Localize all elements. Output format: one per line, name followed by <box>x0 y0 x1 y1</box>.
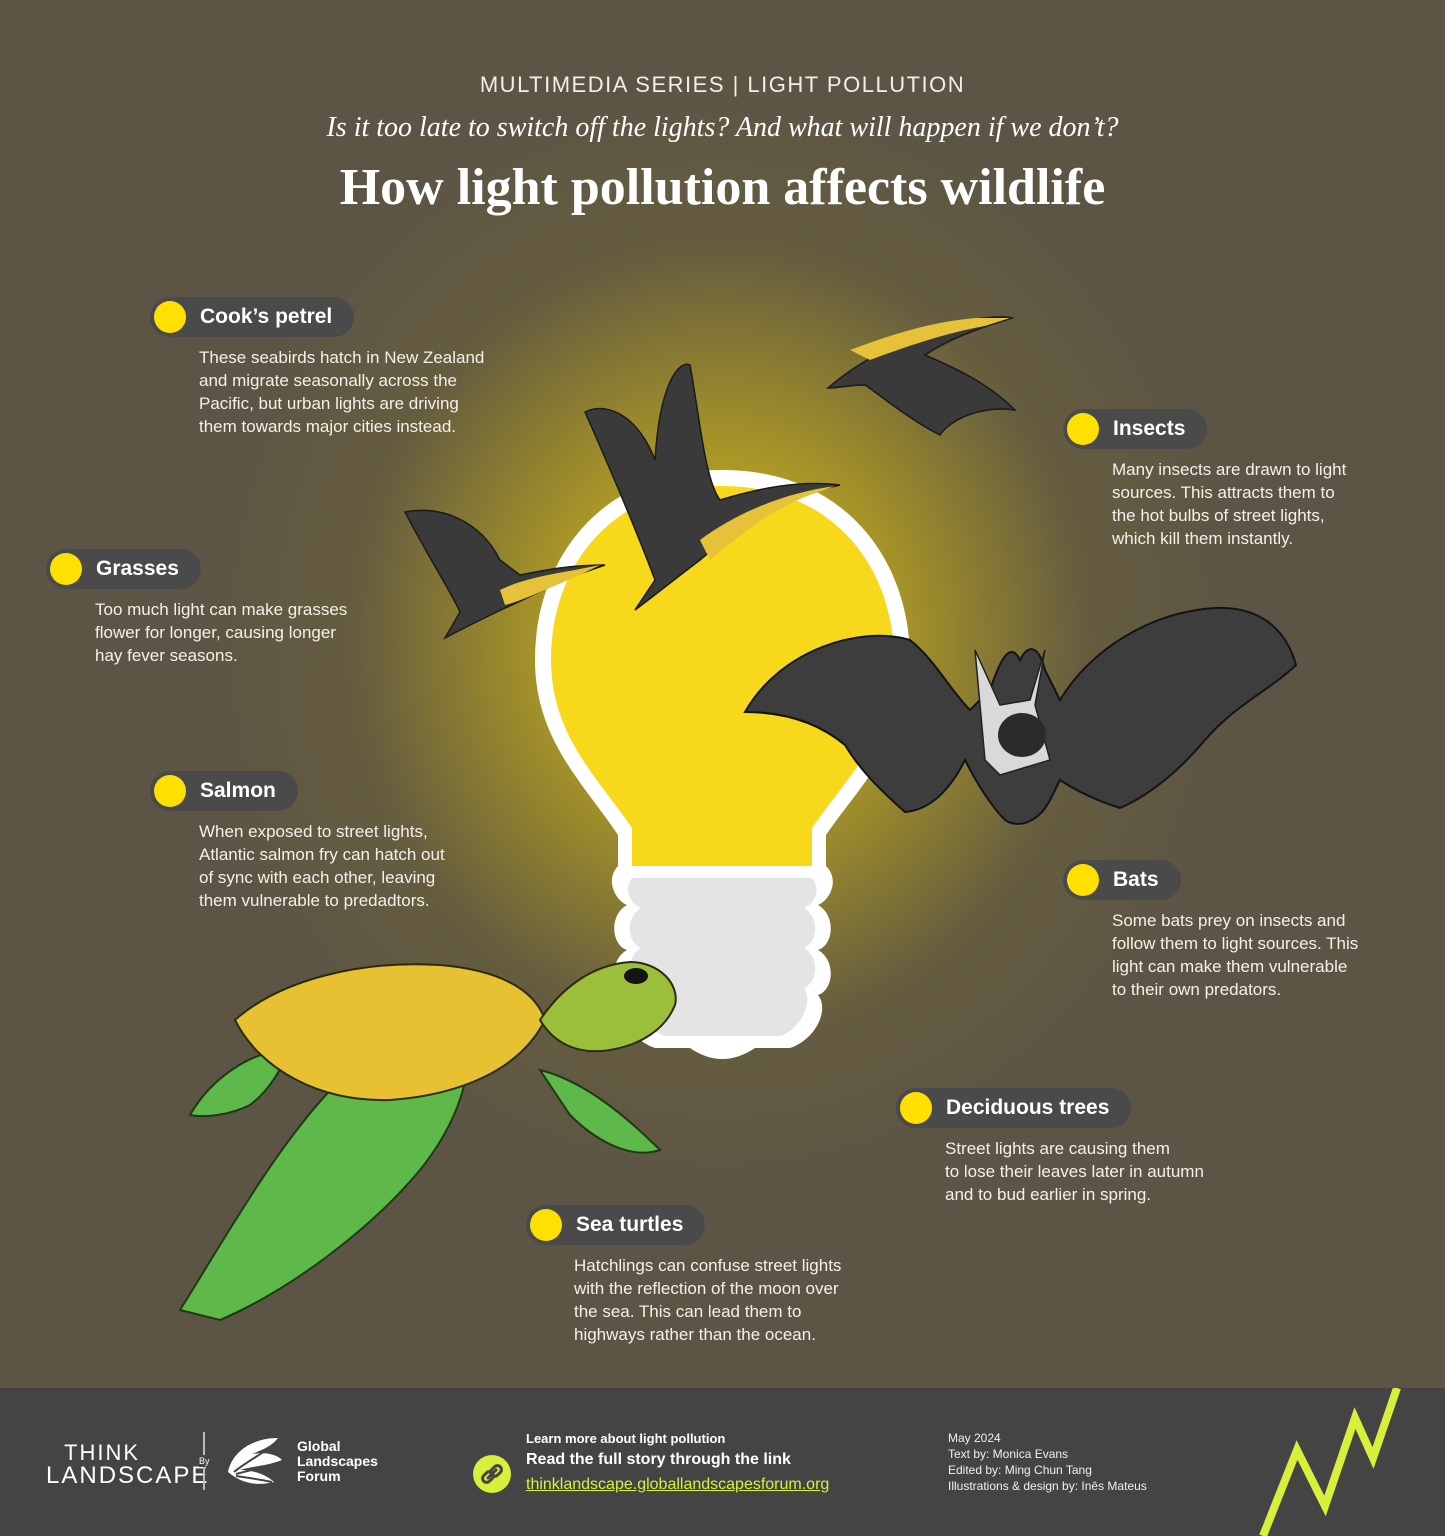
tag-insects: Insects <box>1063 409 1208 449</box>
bird-illustration-left <box>403 509 606 640</box>
credit-design-by: Illustrations & design by: Inês Mateus <box>948 1479 1147 1493</box>
tag-label-bats: Bats <box>1113 868 1159 891</box>
subtitle: Is it too late to switch off the lights?… <box>326 112 1119 143</box>
logo-line-2: LANDSCAPE <box>46 1462 210 1489</box>
leaf-logo-icon[interactable] <box>222 1432 286 1492</box>
desc-grasses: Too much light can make grasses flower f… <box>95 598 347 667</box>
footer: THINK LANDSCAPE By Global Landscapes For… <box>0 1388 1445 1536</box>
partner-line: Landscapes <box>297 1453 378 1469</box>
infographic-canvas: MULTIMEDIA SERIES | LIGHT POLLUTION Is i… <box>0 0 1445 1388</box>
tag-label-grasses: Grasses <box>96 557 179 580</box>
think-landscape-logo[interactable]: THINK LANDSCAPE <box>46 1440 207 1489</box>
global-landscapes-forum-logo-text: Global Landscapes Forum <box>297 1439 378 1484</box>
credits: May 2024 Text by: Monica Evans Edited by… <box>948 1430 1147 1494</box>
desc-line: Pacific, but urban lights are driving <box>199 394 459 413</box>
bat-illustration <box>743 606 1298 825</box>
credit-text-by: Text by: Monica Evans <box>948 1447 1069 1461</box>
logo-line-1: THINK <box>64 1440 140 1465</box>
yellow-dot-icon <box>50 553 82 585</box>
desc-insects: Many insects are drawn to light sources.… <box>1112 458 1346 550</box>
desc-line: When exposed to street lights, <box>199 822 428 841</box>
desc-line: sources. This attracts them to <box>1112 483 1335 502</box>
desc-line: to their own predators. <box>1112 980 1282 999</box>
desc-line: to lose their leaves later in autumn <box>945 1162 1204 1181</box>
tag-label-salmon: Salmon <box>200 779 276 802</box>
yellow-dot-icon <box>900 1092 932 1124</box>
by-label: By <box>199 1455 210 1467</box>
tag-label-cooks-petrel: Cook’s petrel <box>200 305 333 328</box>
desc-line: hay fever seasons. <box>95 646 238 665</box>
zigzag-mark-icon <box>1259 1388 1401 1536</box>
desc-bats: Some bats prey on insects and follow the… <box>1112 909 1358 1001</box>
desc-line: Too much light can make grasses <box>95 600 348 619</box>
desc-line: Hatchlings can confuse street lights <box>574 1256 842 1275</box>
desc-deciduous-trees: Street lights are causing them to lose t… <box>945 1137 1204 1206</box>
desc-line: highways rather than the ocean. <box>574 1325 816 1344</box>
yellow-dot-icon <box>530 1209 562 1241</box>
desc-line: flower for longer, causing longer <box>95 623 336 642</box>
yellow-dot-icon <box>1067 864 1099 896</box>
desc-line: Some bats prey on insects and <box>1112 911 1346 930</box>
desc-line: and migrate seasonally across the <box>199 371 457 390</box>
desc-line: Many insects are drawn to light <box>1112 460 1347 479</box>
tag-label-insects: Insects <box>1113 417 1186 440</box>
credit-edited-by: Edited by: Ming Chun Tang <box>948 1463 1092 1477</box>
tag-bats: Bats <box>1063 860 1181 900</box>
desc-line: and to bud earlier in spring. <box>945 1185 1152 1204</box>
tag-cooks-petrel: Cook’s petrel <box>150 297 355 337</box>
partner-line: Global <box>297 1438 341 1454</box>
sea-turtle-illustration <box>178 960 677 1322</box>
series-label: MULTIMEDIA SERIES | LIGHT POLLUTION <box>479 72 966 97</box>
tag-sea-turtles: Sea turtles <box>526 1205 706 1245</box>
desc-line: which kill them instantly. <box>1112 529 1294 548</box>
partner-line: Forum <box>297 1468 341 1484</box>
page-title: How light pollution affects wildlife <box>339 159 1106 216</box>
desc-line: Atlantic salmon fry can hatch out <box>199 845 445 864</box>
desc-line: the sea. This can lead them to <box>574 1302 802 1321</box>
learn-more-label: Learn more about light pollution <box>526 1431 726 1446</box>
illustration-layer <box>178 316 1298 1322</box>
desc-line: follow them to light sources. This <box>1112 934 1359 953</box>
desc-salmon: When exposed to street lights, Atlantic … <box>199 820 445 912</box>
desc-line: them towards major cities instead. <box>199 417 456 436</box>
yellow-dot-icon <box>1067 413 1099 445</box>
tag-salmon: Salmon <box>150 771 298 811</box>
desc-line: them vulnerable to predadtors. <box>199 891 430 910</box>
read-story-label: Read the full story through the link <box>526 1451 791 1468</box>
light-bulb-illustration <box>535 470 910 1059</box>
desc-line: with the reflection of the moon over <box>574 1279 839 1298</box>
chain-link-icon[interactable] <box>473 1455 511 1493</box>
desc-line: Street lights are causing them <box>945 1139 1170 1158</box>
desc-sea-turtles: Hatchlings can confuse street lights wit… <box>574 1254 841 1346</box>
tag-label-sea-turtles: Sea turtles <box>576 1213 684 1236</box>
yellow-dot-icon <box>154 301 186 333</box>
desc-cooks-petrel: These seabirds hatch in New Zealand and … <box>199 346 484 438</box>
tag-grasses: Grasses <box>46 549 201 589</box>
yellow-dot-icon <box>154 775 186 807</box>
bird-illustration-center <box>584 363 841 611</box>
desc-line: light can make them vulnerable <box>1112 957 1348 976</box>
tag-label-deciduous-trees: Deciduous trees <box>946 1096 1110 1119</box>
credit-date: May 2024 <box>948 1431 1001 1445</box>
bird-illustration-right <box>826 316 1018 436</box>
story-link[interactable]: thinklandscape.globallandscapesforum.org <box>526 1476 830 1493</box>
desc-line: the hot bulbs of street lights, <box>1112 506 1325 525</box>
desc-line: These seabirds hatch in New Zealand <box>199 348 485 367</box>
desc-line: of sync with each other, leaving <box>199 868 436 887</box>
tag-deciduous-trees: Deciduous trees <box>896 1088 1132 1128</box>
